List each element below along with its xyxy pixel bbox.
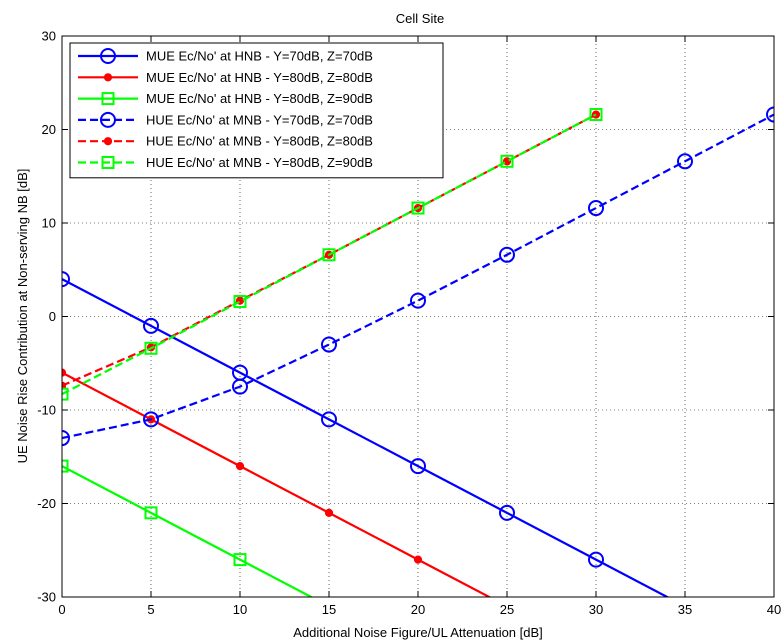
data-point (588, 551, 604, 568)
y-tick-label: -20 (37, 496, 56, 511)
legend-entry: MUE Ec/No' at HNB - Y=80dB, Z=90dB (78, 91, 373, 106)
data-point (324, 508, 334, 517)
series-line (62, 465, 314, 597)
data-point (410, 292, 426, 309)
data-point (62, 387, 69, 401)
data-point (233, 295, 247, 309)
legend-marker (101, 92, 115, 106)
data-point (499, 246, 515, 263)
data-point (410, 458, 426, 475)
data-point (589, 108, 603, 122)
data-point (62, 430, 70, 447)
data-point (499, 504, 515, 521)
data-point (233, 553, 247, 567)
y-tick-label: -30 (37, 590, 56, 605)
series-4 (62, 106, 774, 447)
data-point (411, 201, 425, 215)
legend-marker (101, 156, 115, 169)
y-tick-label: 30 (42, 29, 56, 44)
data-point (322, 248, 336, 262)
legend: MUE Ec/No' at HNB - Y=70dB, Z=70dB MUE Ec… (69, 42, 444, 179)
series-3 (62, 459, 314, 597)
data-point (500, 154, 514, 168)
legend-entry: MUE Ec/No' at HNB - Y=70dB, Z=70dB (78, 48, 373, 64)
x-tick-label: 40 (767, 602, 781, 617)
legend-label: HUE Ec/No' at MNB - Y=80dB, Z=80dB (146, 134, 373, 149)
chart-title: Cell Site (396, 11, 444, 26)
legend-marker (100, 48, 116, 64)
data-point (143, 317, 159, 334)
legend-label: MUE Ec/No' at HNB - Y=80dB, Z=80dB (146, 70, 373, 85)
legend-entry: HUE Ec/No' at MNB - Y=70dB, Z=70dB (78, 111, 373, 128)
data-point (144, 506, 158, 520)
data-point (62, 271, 70, 288)
series-1 (62, 271, 670, 597)
x-tick-label: 30 (589, 602, 603, 617)
legend-label: MUE Ec/No' at HNB - Y=70dB, Z=70dB (146, 49, 373, 64)
y-tick-label: 0 (49, 309, 56, 324)
data-point (321, 411, 337, 428)
data-point (62, 459, 69, 473)
legend-marker (103, 137, 113, 146)
legend-marker (103, 73, 113, 82)
y-tick-label: 20 (42, 122, 56, 137)
data-point (232, 378, 248, 395)
data-point (235, 462, 245, 471)
x-tick-label: 15 (322, 602, 336, 617)
x-tick-label: 25 (500, 602, 514, 617)
x-tick-label: 10 (233, 602, 247, 617)
series-layer (62, 106, 774, 597)
axis-ticks: 0 5 10 15 20 25 30 35 40 -30 -20 -10 0 10 20 30 (37, 29, 781, 618)
data-point (321, 336, 337, 353)
y-axis-label: UE Noise Rise Contribution at Non-servin… (15, 169, 30, 464)
legend-box (69, 42, 444, 179)
data-point (766, 106, 774, 123)
x-tick-label: 5 (147, 602, 154, 617)
y-tick-label: -10 (37, 403, 56, 418)
x-tick-label: 0 (58, 602, 65, 617)
legend-entry: HUE Ec/No' at MNB - Y=80dB, Z=90dB (78, 155, 373, 170)
series-line (62, 113, 774, 440)
legend-label: HUE Ec/No' at MNB - Y=70dB, Z=70dB (146, 112, 373, 127)
legend-label: MUE Ec/No' at HNB - Y=80dB, Z=90dB (146, 91, 373, 106)
series-6 (62, 108, 603, 401)
x-tick-label: 20 (411, 602, 425, 617)
x-tick-label: 35 (678, 602, 692, 617)
series-line (62, 113, 597, 396)
data-point (413, 555, 423, 564)
grid (62, 36, 774, 597)
y-tick-label: 10 (42, 216, 56, 231)
series-line (62, 278, 670, 597)
data-point (588, 200, 604, 217)
legend-entry: MUE Ec/No' at HNB - Y=80dB, Z=80dB (78, 70, 373, 85)
legend-marker (100, 111, 116, 128)
data-point (143, 411, 159, 428)
data-point (677, 153, 693, 170)
legend-entry: HUE Ec/No' at MNB - Y=80dB, Z=80dB (78, 134, 373, 149)
legend-label: HUE Ec/No' at MNB - Y=80dB, Z=90dB (146, 155, 373, 170)
data-point (144, 341, 158, 355)
x-axis-label: Additional Noise Figure/UL Attenuation [… (293, 625, 543, 640)
